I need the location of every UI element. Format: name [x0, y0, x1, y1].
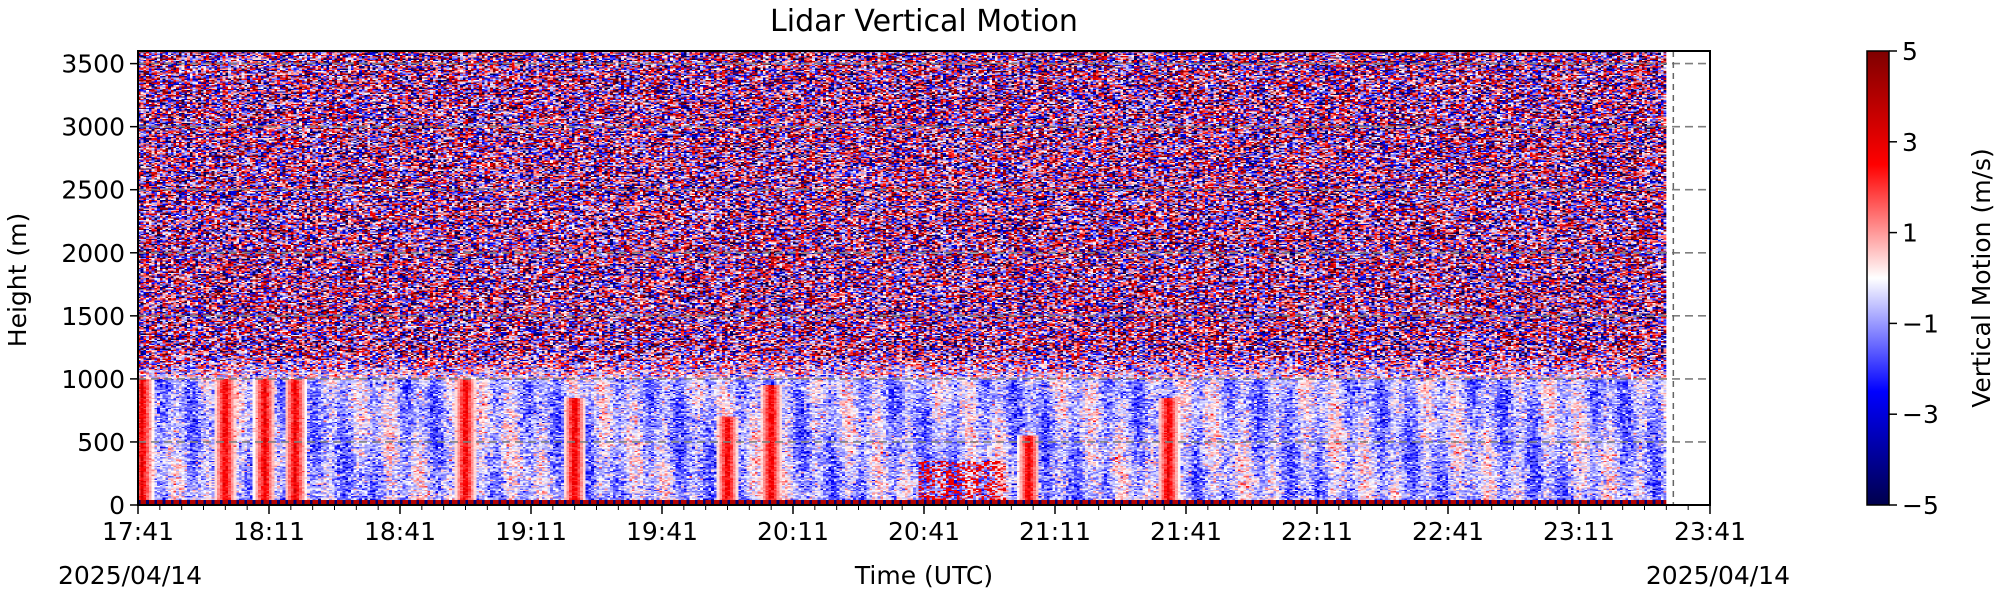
y-tick-label: 500: [77, 428, 125, 457]
heatmap-layer: [138, 51, 1710, 505]
y-tick-label: 3000: [61, 113, 125, 142]
x-tick-label: 22:41: [1412, 517, 1484, 546]
x-tick-label: 22:11: [1281, 517, 1353, 546]
colorbar-tick-label: −5: [1902, 491, 1939, 520]
x-tick-label: 23:11: [1543, 517, 1615, 546]
x-date-label-left: 2025/04/14: [58, 561, 202, 590]
x-tick-label: 23:41: [1674, 517, 1746, 546]
y-axis-label: Height (m): [3, 213, 32, 347]
colorbar-tick-label: −3: [1902, 400, 1939, 429]
y-tick-label: 3500: [61, 50, 125, 79]
x-tick-label: 21:41: [1150, 517, 1222, 546]
colorbar-fill: [1866, 50, 1890, 506]
x-tick-label: 17:41: [102, 517, 174, 546]
colorbar: −5 −3 −1 1 3 5 Vertical Motion (m/s): [1866, 37, 1996, 520]
axes-layer: 0 500 1000 1500 2000 2500 3000 3500 17:41 18:11 18…: [61, 50, 1746, 546]
y-tick-label: 2000: [61, 239, 125, 268]
x-tick-label: 20:11: [757, 517, 829, 546]
x-axis-label: Time (UTC): [854, 561, 993, 590]
x-date-label-right: 2025/04/14: [1646, 561, 1790, 590]
colorbar-tick-label: 3: [1902, 128, 1918, 157]
x-tick-label: 19:11: [495, 517, 567, 546]
y-tick-label: 1000: [61, 365, 125, 394]
x-tick-label: 21:11: [1019, 517, 1091, 546]
colorbar-tick-label: 5: [1902, 37, 1918, 66]
x-tick-label: 19:41: [626, 517, 698, 546]
y-tick-label: 2500: [61, 176, 125, 205]
y-tick-label: 1500: [61, 302, 125, 331]
colorbar-tick-label: −1: [1902, 309, 1939, 338]
x-tick-label: 20:41: [888, 517, 960, 546]
y-tick-label: 0: [109, 491, 125, 520]
chart-title: Lidar Vertical Motion: [770, 4, 1078, 39]
grid-layer: [138, 51, 1710, 505]
x-tick-label: 18:11: [233, 517, 305, 546]
colorbar-label: Vertical Motion (m/s): [1967, 148, 1996, 408]
colorbar-tick-label: 1: [1902, 219, 1918, 248]
x-tick-label: 18:41: [364, 517, 436, 546]
colorbar-ticks: −5 −3 −1 1 3 5: [1889, 37, 1939, 520]
vertical-motion-raster: [138, 51, 1667, 505]
